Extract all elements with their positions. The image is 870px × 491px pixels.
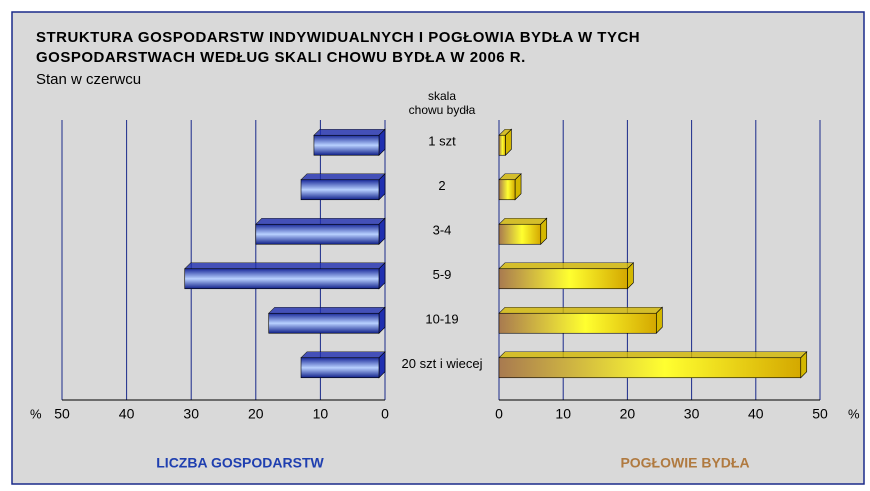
- bar: [498, 179, 516, 201]
- bar-top: [184, 262, 386, 270]
- unit-label: %: [848, 406, 860, 421]
- chart-title: GOSPODARSTWACH WEDŁUG SKALI CHOWU BYDŁA …: [36, 49, 526, 66]
- bar-top: [498, 306, 664, 314]
- chart-title: STRUKTURA GOSPODARSTW INDYWIDUALNYCH I P…: [36, 29, 640, 46]
- bar: [498, 223, 542, 245]
- category-label: 1 szt: [428, 134, 456, 149]
- bar: [268, 312, 380, 334]
- bar: [498, 357, 802, 379]
- bar: [313, 134, 380, 156]
- category-label: 20 szt i wiecej: [402, 356, 483, 371]
- x-tick-label: 0: [495, 406, 503, 422]
- bar: [498, 134, 506, 156]
- x-tick-label: 50: [812, 406, 828, 422]
- x-tick-label: 20: [620, 406, 636, 422]
- bar: [300, 357, 380, 379]
- bar: [498, 268, 628, 290]
- bar-top: [498, 351, 808, 359]
- bar-top: [313, 128, 386, 136]
- bar-top: [267, 306, 386, 314]
- category-label: 2: [438, 178, 445, 193]
- x-tick-label: 50: [54, 406, 70, 422]
- bar: [300, 179, 380, 201]
- bar: [498, 312, 657, 334]
- subtitle: Stan w czerwcu: [36, 71, 141, 88]
- x-tick-label: 10: [313, 406, 329, 422]
- x-tick-label: 40: [119, 406, 135, 422]
- x-tick-label: 30: [183, 406, 199, 422]
- x-tick-label: 10: [555, 406, 571, 422]
- category-label: 10-19: [425, 312, 458, 327]
- bar: [255, 223, 380, 245]
- category-axis-label: chowu bydła: [409, 103, 476, 117]
- x-tick-label: 0: [381, 406, 389, 422]
- bar-top: [498, 262, 635, 270]
- x-tick-label: 40: [748, 406, 764, 422]
- category-label: 5-9: [433, 267, 452, 282]
- bar-top: [300, 173, 386, 181]
- bar-top: [498, 217, 548, 225]
- category-label: 3-4: [433, 223, 452, 238]
- x-tick-label: 30: [684, 406, 700, 422]
- bar: [184, 268, 380, 290]
- unit-label: %: [30, 406, 42, 421]
- bar-top: [255, 217, 386, 225]
- bar-top: [300, 351, 386, 359]
- panel: [11, 11, 865, 485]
- legend-label: LICZBA GOSPODARSTW: [156, 455, 324, 471]
- category-axis-label: skala: [428, 89, 456, 103]
- legend-label: POGŁOWIE BYDŁA: [620, 455, 749, 471]
- x-tick-label: 20: [248, 406, 264, 422]
